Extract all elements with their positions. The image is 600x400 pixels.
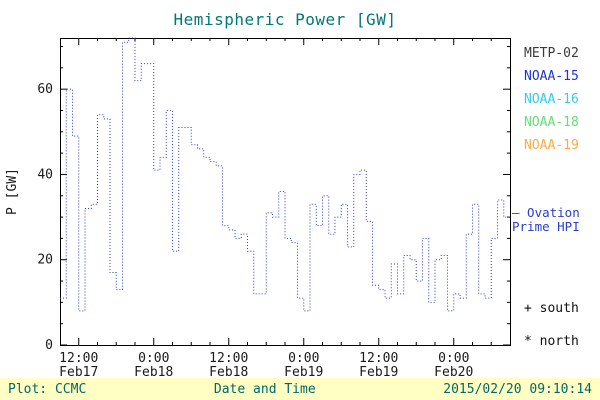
plot-credit: Plot: CCMC: [8, 381, 87, 397]
chart-title: Hemispheric Power [GW]: [173, 10, 397, 29]
svg-text:20: 20: [37, 253, 53, 268]
footer-bar: Plot: CCMC Date and Time 2015/02/20 09:1…: [0, 378, 600, 400]
x-axis-label: Date and Time: [213, 381, 316, 397]
legend-item-noaa18: NOAA-18: [524, 115, 579, 130]
legend-item-metp02: METP-02: [524, 46, 579, 61]
svg-text:P [GW]: P [GW]: [5, 168, 20, 215]
ovation-annotation-line1: — Ovation: [512, 205, 580, 220]
chart-canvas: 020406012:00Feb170:00Feb1812:00Feb180:00…: [5, 37, 511, 380]
svg-text:12:00: 12:00: [209, 351, 248, 366]
ovation-prime-annotation: — Ovation Prime HPI: [512, 206, 598, 234]
svg-text:Feb20: Feb20: [434, 365, 473, 378]
svg-text:40: 40: [37, 167, 53, 182]
svg-text:0:00: 0:00: [438, 351, 469, 366]
svg-text:0:00: 0:00: [138, 351, 169, 366]
legend-item-noaa15: NOAA-15: [524, 69, 579, 84]
south-marker-label: + south: [524, 301, 579, 316]
svg-text:0: 0: [45, 338, 53, 353]
legend-item-noaa16: NOAA-16: [524, 92, 579, 107]
svg-text:12:00: 12:00: [59, 351, 98, 366]
satellite-legend: METP-02 NOAA-15 NOAA-16 NOAA-18 NOAA-19: [524, 46, 579, 153]
svg-text:Feb19: Feb19: [284, 365, 323, 378]
svg-text:Feb17: Feb17: [59, 365, 98, 378]
svg-text:Feb18: Feb18: [134, 365, 173, 378]
svg-text:Feb18: Feb18: [209, 365, 248, 378]
svg-text:0:00: 0:00: [288, 351, 319, 366]
svg-text:Feb19: Feb19: [359, 365, 398, 378]
legend-item-noaa19: NOAA-19: [524, 138, 579, 153]
north-marker-label: * north: [524, 334, 579, 349]
timestamp: 2015/02/20 09:10:14: [443, 381, 592, 397]
svg-text:12:00: 12:00: [359, 351, 398, 366]
svg-text:60: 60: [37, 82, 53, 97]
ovation-annotation-line2: Prime HPI: [512, 219, 580, 234]
